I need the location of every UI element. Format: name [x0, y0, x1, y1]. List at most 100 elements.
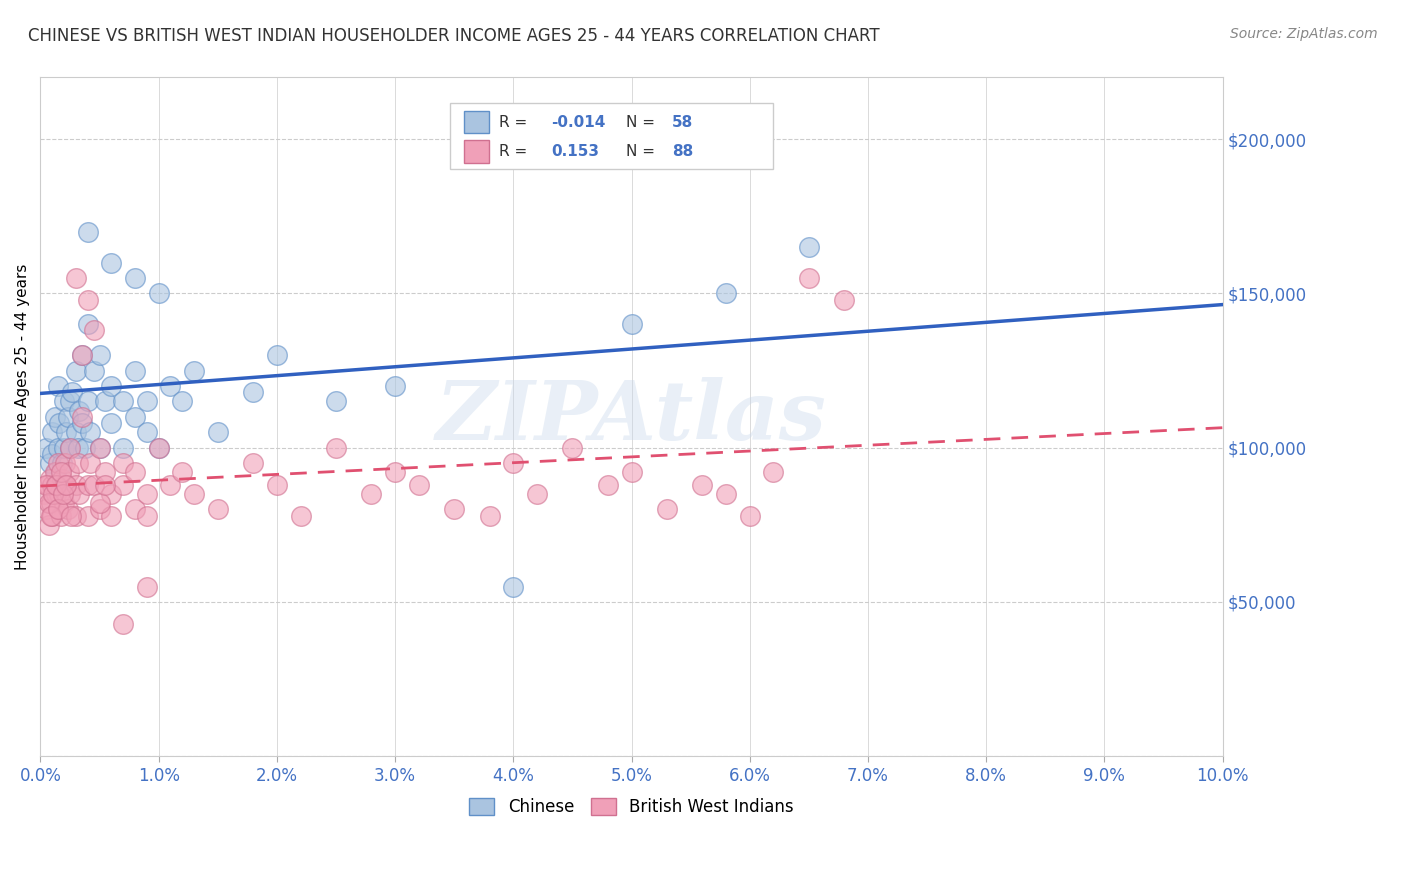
Point	[135, 394, 157, 409]
Text: Source: ZipAtlas.com: Source: ZipAtlas.com	[1230, 27, 1378, 41]
Point	[45, 477, 67, 491]
Point	[65, 39, 87, 54]
Point	[76, 318, 98, 332]
Point	[48, 487, 70, 501]
Point	[159, 477, 181, 491]
Point	[35, 477, 58, 491]
Point	[46, 379, 69, 393]
Point	[70, 416, 93, 430]
Point	[620, 318, 643, 332]
Point	[207, 502, 229, 516]
Point	[76, 394, 98, 409]
Point	[714, 286, 737, 301]
Point	[37, 477, 59, 491]
Point	[56, 502, 79, 516]
Point	[76, 508, 98, 523]
Point	[135, 508, 157, 523]
Point	[49, 508, 72, 523]
Point	[100, 255, 122, 269]
Point	[79, 456, 101, 470]
Point	[242, 385, 264, 400]
Point	[159, 379, 181, 393]
Point	[502, 456, 524, 470]
Point	[112, 477, 135, 491]
Point	[46, 477, 69, 491]
Point	[65, 508, 87, 523]
Point	[148, 441, 170, 455]
Point	[100, 379, 122, 393]
Point	[53, 441, 76, 455]
Point	[65, 425, 87, 440]
Point	[55, 425, 77, 440]
Point	[75, 441, 97, 455]
Point	[797, 240, 820, 254]
Text: CHINESE VS BRITISH WEST INDIAN HOUSEHOLDER INCOME AGES 25 - 44 YEARS CORRELATION: CHINESE VS BRITISH WEST INDIAN HOUSEHOLD…	[28, 27, 880, 45]
Point	[112, 456, 135, 470]
Point	[172, 466, 194, 480]
Point	[38, 496, 60, 510]
Point	[172, 394, 194, 409]
Point	[67, 441, 90, 455]
Point	[51, 472, 73, 486]
Point	[325, 394, 347, 409]
Point	[83, 323, 105, 337]
Point	[44, 409, 66, 424]
Point	[148, 441, 170, 455]
Point	[124, 502, 146, 516]
Point	[55, 477, 77, 491]
Point	[52, 487, 75, 501]
Point	[59, 441, 82, 455]
Point	[124, 409, 146, 424]
Point	[384, 379, 406, 393]
Point	[135, 487, 157, 501]
Point	[41, 425, 63, 440]
Point	[596, 477, 619, 491]
Point	[692, 477, 714, 491]
Point	[39, 508, 62, 523]
Point	[502, 580, 524, 594]
Point	[290, 508, 312, 523]
Point	[762, 466, 785, 480]
Point	[124, 271, 146, 285]
Point	[89, 348, 111, 362]
Point	[325, 441, 347, 455]
Text: -0.014: -0.014	[551, 115, 606, 129]
Point	[42, 487, 65, 501]
Point	[620, 466, 643, 480]
Point	[89, 502, 111, 516]
Point	[384, 466, 406, 480]
Point	[797, 271, 820, 285]
Point	[49, 466, 72, 480]
Point	[94, 477, 117, 491]
Point	[408, 477, 430, 491]
Point	[67, 456, 90, 470]
Point	[53, 496, 76, 510]
Point	[46, 456, 69, 470]
Y-axis label: Householder Income Ages 25 - 44 years: Householder Income Ages 25 - 44 years	[15, 264, 30, 570]
Point	[67, 487, 90, 501]
Point	[478, 508, 501, 523]
Point	[32, 487, 55, 501]
Point	[70, 409, 93, 424]
Point	[83, 477, 105, 491]
Point	[65, 477, 87, 491]
Point	[39, 496, 62, 510]
Legend: Chinese, British West Indians: Chinese, British West Indians	[463, 791, 800, 822]
Point	[55, 477, 77, 491]
Point	[76, 225, 98, 239]
Point	[112, 441, 135, 455]
Point	[100, 416, 122, 430]
Point	[59, 487, 82, 501]
Point	[38, 456, 60, 470]
Point	[526, 487, 548, 501]
Point	[41, 477, 63, 491]
Point	[76, 293, 98, 307]
Text: R =: R =	[499, 115, 533, 129]
Point	[148, 286, 170, 301]
Point	[59, 394, 82, 409]
Point	[46, 502, 69, 516]
Point	[70, 348, 93, 362]
Point	[94, 394, 117, 409]
Point	[89, 441, 111, 455]
Point	[124, 466, 146, 480]
